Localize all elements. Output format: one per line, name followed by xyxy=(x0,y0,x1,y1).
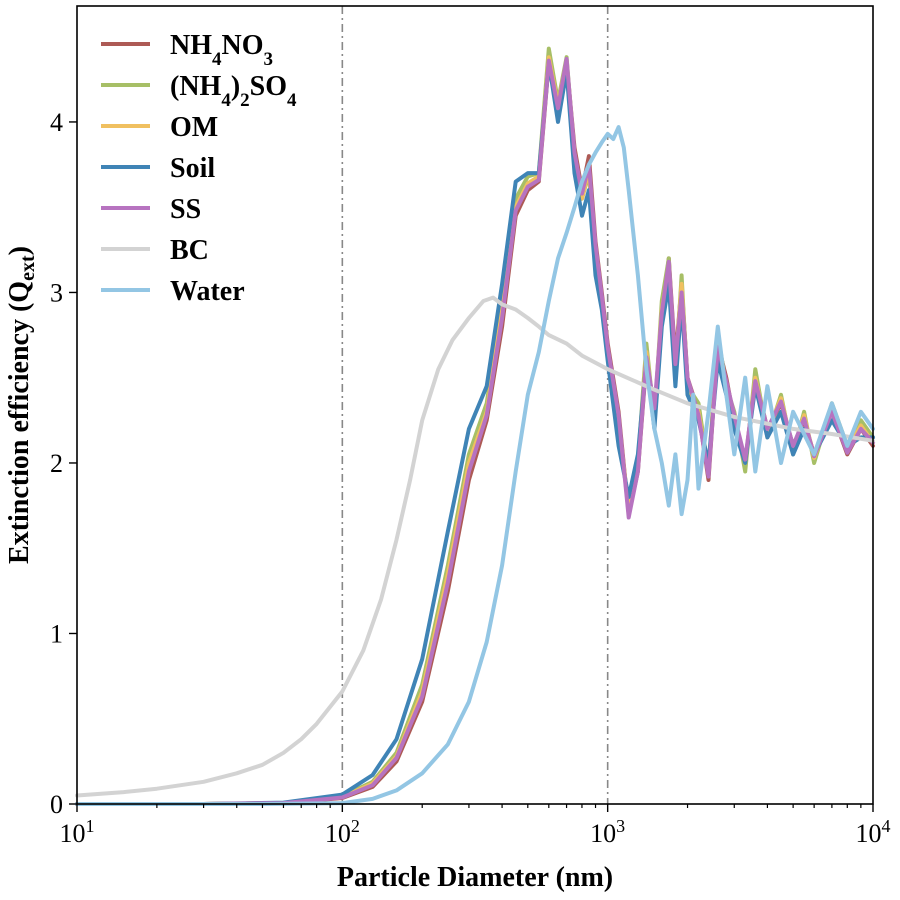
x-tick-label-base: 10 xyxy=(590,819,616,848)
series-line-4 xyxy=(75,56,875,806)
reference-lines xyxy=(341,6,609,804)
plot-frame xyxy=(76,5,874,805)
x-tick-label-base: 10 xyxy=(856,819,882,848)
legend-label-6: Water xyxy=(170,276,245,307)
legend-label-subscript: 2 xyxy=(240,90,250,111)
series-line-6 xyxy=(75,125,875,806)
legend-label-subscript: 4 xyxy=(287,90,297,111)
x-tick-label-exponent: 1 xyxy=(86,816,95,836)
legend-label-subscript: 3 xyxy=(264,49,274,70)
legend-label-3: Soil xyxy=(170,153,215,184)
series-layer xyxy=(75,46,875,806)
y-axis: 0 1 2 3 4 xyxy=(50,108,77,819)
x-tick-label-base: 10 xyxy=(325,819,351,848)
y-tick-label: 2 xyxy=(50,449,63,478)
legend-label-part: SS xyxy=(170,194,201,225)
x-tick-label-base: 10 xyxy=(60,819,86,848)
legend-label-part: ) xyxy=(231,71,240,102)
y-tick-label: 3 xyxy=(50,278,63,307)
legend-label-0: NH4NO3 xyxy=(170,30,273,70)
legend-label-part: OM xyxy=(170,112,218,143)
y-axis-title-close: ) xyxy=(4,246,35,255)
legend-label-part: NO xyxy=(222,30,264,61)
x-tick-label: 104 xyxy=(856,816,891,848)
legend-label-1: (NH4)2SO4 xyxy=(170,71,297,111)
legend-label-part: NH xyxy=(170,30,212,61)
x-tick-label-exponent: 2 xyxy=(351,816,360,836)
x-tick-label-exponent: 3 xyxy=(616,816,625,836)
legend-label-part: SO xyxy=(250,71,287,102)
y-tick-label: 1 xyxy=(50,619,63,648)
series-line-5 xyxy=(75,295,875,798)
y-tick-label: 4 xyxy=(50,108,63,137)
x-axis-title: Particle Diameter (nm) xyxy=(337,862,613,893)
legend-label-subscript: 4 xyxy=(212,49,222,70)
x-tick-label: 101 xyxy=(60,816,95,848)
y-axis-title-sub: ext xyxy=(17,255,39,281)
series-line-3 xyxy=(75,60,875,806)
legend-label-part: BC xyxy=(170,235,209,266)
y-axis-title: Extinction efficiency (Qext) xyxy=(4,246,39,564)
legend-label-5: BC xyxy=(170,235,209,266)
x-tick-label: 103 xyxy=(590,816,625,848)
x-tick-label-exponent: 4 xyxy=(882,816,891,836)
legend-label-4: SS xyxy=(170,194,201,225)
legend-label-part: Soil xyxy=(170,153,215,184)
legend-label-2: OM xyxy=(170,112,218,143)
legend-label-part: (NH xyxy=(170,71,222,102)
legend-label-subscript: 4 xyxy=(221,90,231,111)
y-axis-title-main: Extinction efficiency (Q xyxy=(4,281,35,564)
legend-label-part: Water xyxy=(170,276,245,307)
x-tick-label: 102 xyxy=(325,816,360,848)
y-tick-label: 0 xyxy=(50,790,63,819)
x-axis: 101 102 103 104 xyxy=(60,804,891,848)
